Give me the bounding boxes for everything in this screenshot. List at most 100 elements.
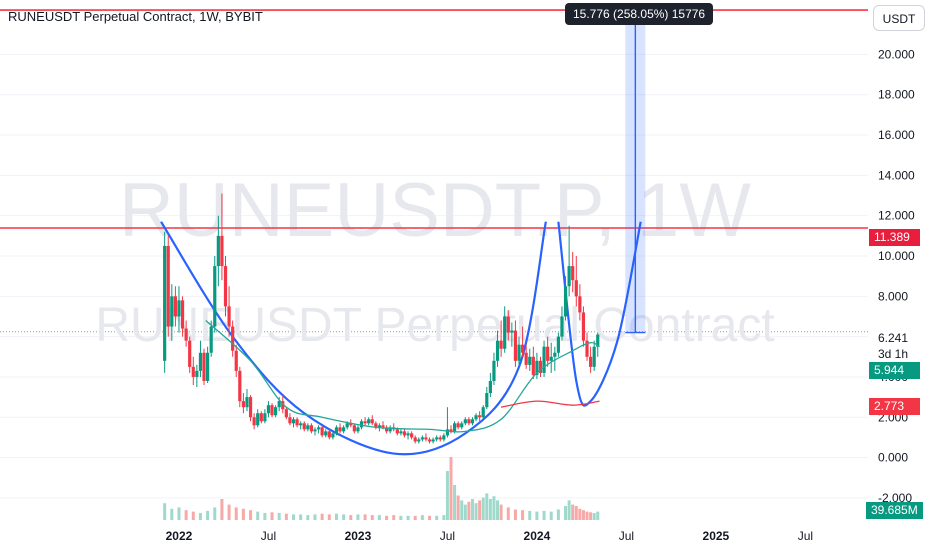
candle: [488, 372, 492, 398]
candle-body: [209, 326, 213, 353]
volume-bar: [478, 500, 482, 520]
candle: [327, 429, 331, 440]
volume-bar: [445, 471, 449, 520]
candle: [406, 431, 410, 440]
volume-bar: [485, 493, 489, 520]
candle: [227, 286, 231, 337]
volume-bar: [206, 510, 210, 520]
volume-bar: [581, 510, 585, 520]
candle: [216, 215, 220, 287]
volume-bar: [542, 510, 546, 520]
candle: [392, 423, 396, 432]
volume-bar: [306, 515, 310, 520]
volume-bar: [413, 515, 417, 520]
time-axis: 2022 Jul 2023 Jul 2024 Jul 2025 Jul: [166, 529, 813, 543]
volume-bar: [488, 499, 492, 520]
candle: [424, 433, 428, 442]
volume-bar: [370, 515, 374, 520]
candle-body: [206, 352, 210, 381]
candle-body: [198, 352, 203, 371]
candle-body: [499, 340, 503, 349]
volume-bar: [492, 496, 496, 520]
candle-body: [556, 336, 560, 353]
candle-body: [592, 346, 596, 367]
candle-body: [528, 356, 532, 365]
volume-bar: [463, 504, 467, 520]
chart-title: RUNEUSDT Perpetual Contract, 1W, BYBIT: [8, 9, 263, 24]
volume-bar: [392, 515, 396, 520]
candle-body: [349, 423, 353, 426]
volume-bar: [299, 514, 303, 520]
candle-body: [460, 423, 464, 428]
candle-body: [563, 286, 568, 317]
volume-bar: [241, 508, 245, 520]
candle: [370, 415, 374, 426]
candle: [306, 423, 310, 432]
candle-body: [263, 413, 267, 422]
candle: [449, 425, 453, 434]
candle-body: [180, 300, 185, 329]
candle-body: [256, 413, 260, 426]
candle-body: [524, 352, 528, 365]
candle: [263, 409, 267, 424]
measure-label: 15.776 (258.05%) 15776: [565, 3, 714, 25]
candle-body: [223, 266, 228, 307]
candle: [456, 421, 460, 430]
candle: [324, 429, 328, 438]
y-tick-label: 12.000: [878, 209, 915, 223]
candle-body: [177, 300, 181, 317]
volume-bar: [177, 507, 181, 520]
candle: [320, 425, 324, 438]
candle-body: [377, 425, 382, 428]
candle: [499, 320, 503, 357]
candle: [177, 286, 181, 333]
candle-body: [574, 280, 578, 297]
candle: [384, 425, 389, 434]
candle: [238, 366, 242, 408]
candle-body: [231, 326, 235, 351]
volume-bar: [327, 514, 331, 520]
candle-body: [513, 330, 518, 361]
volume-bar: [470, 499, 474, 520]
candle-body: [320, 427, 324, 436]
candle-body: [435, 437, 439, 440]
candle: [410, 431, 414, 440]
candle-body: [288, 417, 292, 424]
candle-body: [302, 423, 306, 430]
candle-body: [531, 356, 535, 375]
candle: [413, 435, 417, 444]
moving-averages: [205, 320, 600, 433]
volume-bar: [596, 511, 600, 520]
volume-bar: [442, 515, 446, 520]
candle: [513, 320, 518, 367]
volume-bar: [191, 511, 195, 520]
candle-body: [546, 346, 550, 361]
volume-bar: [227, 504, 231, 520]
candle: [531, 346, 535, 379]
candle-body: [581, 312, 586, 341]
candle-body: [506, 316, 510, 333]
candle-body: [571, 266, 575, 281]
candle: [331, 431, 335, 440]
volume-bar: [549, 511, 553, 520]
candle: [485, 387, 489, 410]
currency-button[interactable]: USDT: [873, 5, 925, 31]
candle: [542, 340, 546, 377]
candle-body: [456, 423, 460, 428]
candle-body: [588, 356, 593, 367]
candle: [184, 320, 188, 347]
candle-body: [395, 429, 399, 434]
candle: [206, 346, 210, 383]
candle-body: [188, 340, 192, 367]
volume-bar: [277, 513, 281, 520]
candle-body: [220, 235, 224, 267]
candle: [209, 320, 213, 357]
volume-bar: [467, 501, 471, 520]
volume-bar: [521, 510, 525, 520]
candle: [431, 437, 435, 444]
candle: [524, 344, 528, 369]
candle-body: [520, 344, 525, 353]
candle: [334, 425, 339, 436]
